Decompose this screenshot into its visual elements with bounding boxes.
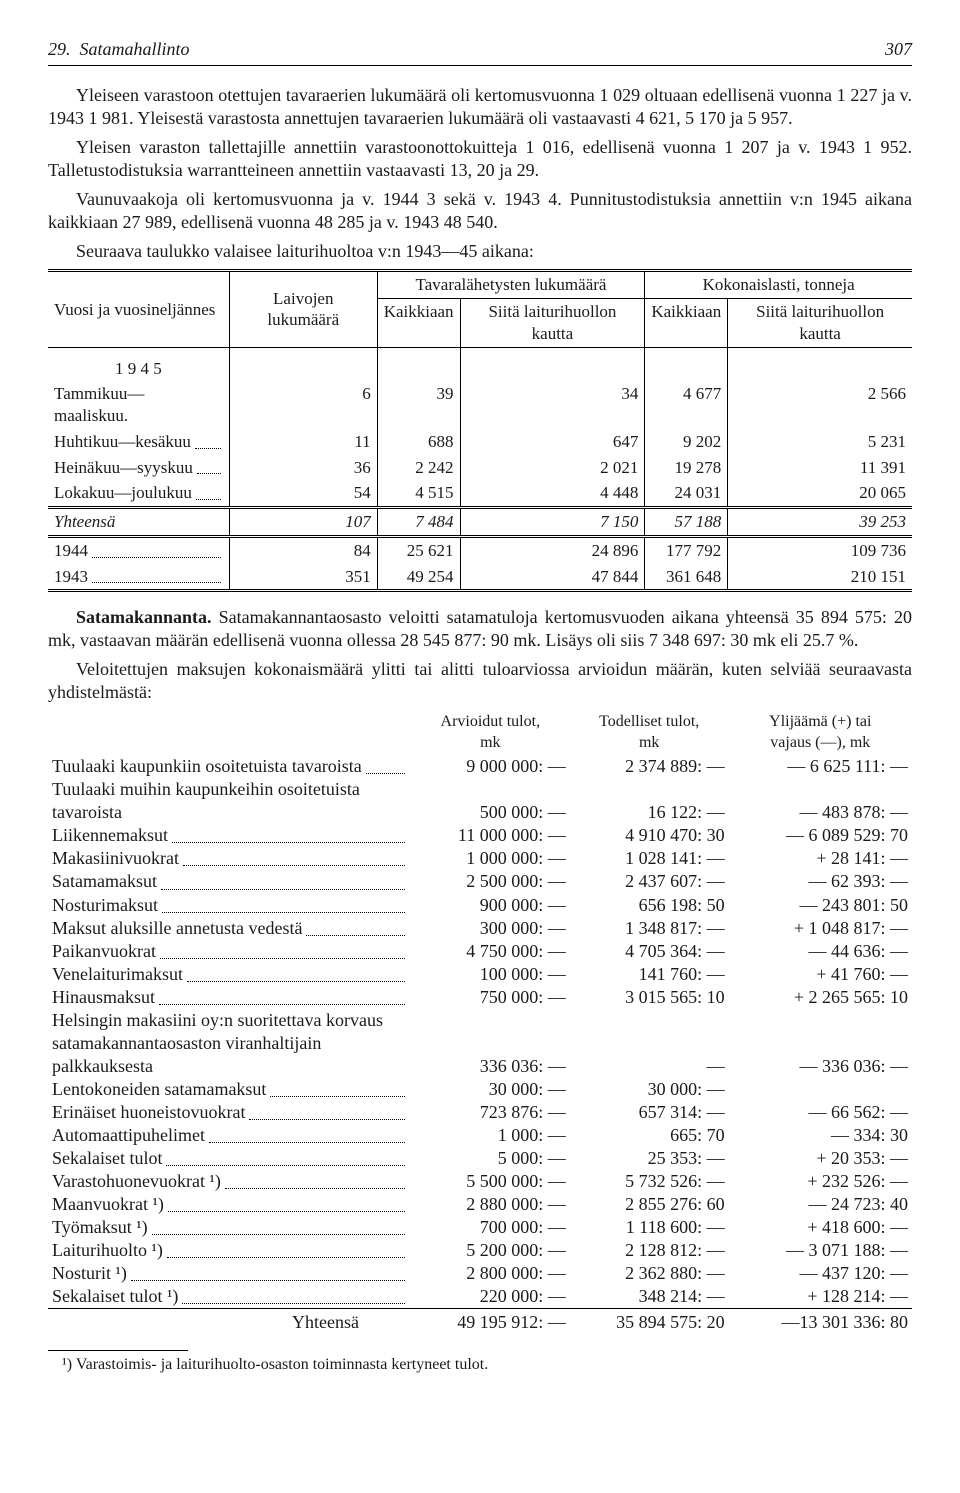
paragraph: Vaunuvaakoja oli kertomusvuonna ja v. 19… — [48, 188, 912, 234]
table-row: Lokakuu—joulukuu544 5154 44824 03120 065 — [48, 480, 912, 507]
col-arvioidut: Arvioidut tulot,mk — [411, 712, 570, 755]
table-row: Laiturihuolto ¹)5 200 000: —2 128 812: —… — [48, 1239, 912, 1262]
tulot-table: Arvioidut tulot,mk Todelliset tulot,mk Y… — [48, 712, 912, 1334]
page-number: 307 — [885, 38, 912, 61]
footnote: ¹) Varastoimis- ja laiturihuolto-osaston… — [48, 1355, 912, 1375]
table-row: Lentokoneiden satamamaksut30 000: —30 00… — [48, 1078, 912, 1101]
col-siita: Siitä laiturihuollon kautta — [460, 299, 645, 348]
table-row: Maksut aluksille annetusta vedestä300 00… — [48, 917, 912, 940]
col-kaikkiaan: Kaikkiaan — [377, 299, 460, 348]
table-row: Tuulaaki kaupunkiin osoitetuista tavaroi… — [48, 755, 912, 778]
laiturihuolto-table: Vuosi ja vuosineljännes Laivojen lukumää… — [48, 269, 912, 592]
page-header: 29. Satamahallinto 307 — [48, 38, 912, 66]
table-row: 19448425 62124 896177 792109 736 — [48, 536, 912, 563]
table-row: Yhteensä1077 4847 15057 18839 253 — [48, 508, 912, 537]
table-row: Helsingin makasiini oy:n suoritettava ko… — [48, 1009, 912, 1078]
table-row: Sekalaiset tulot ¹)220 000: —348 214: —+… — [48, 1285, 912, 1309]
col-kaikkiaan: Kaikkiaan — [645, 299, 728, 348]
table-row: Liikennemaksut11 000 000: —4 910 470: 30… — [48, 824, 912, 847]
paragraph: Satamakannanta. Satamakannantaosasto vel… — [48, 606, 912, 652]
col-laivojen: Laivojen lukumäärä — [229, 271, 377, 347]
col-ylij: Ylijäämä (+) taivajaus (—), mk — [729, 712, 912, 755]
table-row: Maanvuokrat ¹)2 880 000: —2 855 276: 60—… — [48, 1193, 912, 1216]
paragraph: Yleisen varaston tallettajille annettiin… — [48, 136, 912, 182]
table-row: Paikanvuokrat4 750 000: —4 705 364: —— 4… — [48, 940, 912, 963]
total-row: Yhteensä 49 195 912: — 35 894 575: 20 —1… — [48, 1309, 912, 1335]
colgroup-kokonais: Kokonaislasti, tonneja — [645, 271, 912, 299]
table-row: Hinausmaksut750 000: —3 015 565: 10+ 2 2… — [48, 986, 912, 1009]
table-row: Automaattipuhelimet1 000: —665: 70— 334:… — [48, 1124, 912, 1147]
paragraph: Veloitettujen maksujen kokonaismäärä yli… — [48, 658, 912, 704]
table-row: Erinäiset huoneistovuokrat723 876: —657 … — [48, 1101, 912, 1124]
table-row: Venelaiturimaksut100 000: —141 760: —+ 4… — [48, 963, 912, 986]
table-row: Tammikuu—maaliskuu.639344 6772 566 — [48, 381, 912, 429]
table-row: Huhtikuu—kesäkuu116886479 2025 231 — [48, 429, 912, 455]
table-row: Työmaksut ¹)700 000: —1 118 600: —+ 418 … — [48, 1216, 912, 1239]
col-vuosi: Vuosi ja vuosineljännes — [48, 271, 229, 347]
subheading: Satamakannanta. — [76, 607, 212, 627]
table-row: Makasiinivuokrat1 000 000: —1 028 141: —… — [48, 847, 912, 870]
paragraph: Seuraava taulukko valaisee laiturihuolto… — [48, 240, 912, 263]
table-row: Tuulaaki muihin kaupunkeihin osoitetuist… — [48, 778, 912, 824]
col-siita: Siitä laiturihuollon kautta — [728, 299, 912, 348]
table-row: Nosturimaksut900 000: —656 198: 50— 243 … — [48, 894, 912, 917]
table-row: Heinäkuu—syyskuu362 2422 02119 27811 391 — [48, 455, 912, 481]
paragraph: Yleiseen varastoon otettujen tavaraerien… — [48, 84, 912, 130]
colgroup-tavara: Tavaralähetysten lukumäärä — [377, 271, 645, 299]
table-row: Satamamaksut2 500 000: —2 437 607: —— 62… — [48, 870, 912, 893]
table-row: Varastohuonevuokrat ¹)5 500 000: —5 732 … — [48, 1170, 912, 1193]
col-todelliset: Todelliset tulot,mk — [570, 712, 729, 755]
table-row: Sekalaiset tulot5 000: —25 353: —+ 20 35… — [48, 1147, 912, 1170]
header-chapter: 29. Satamahallinto — [48, 38, 190, 61]
table-row: Nosturit ¹)2 800 000: —2 362 880: —— 437… — [48, 1262, 912, 1285]
footnote-rule — [48, 1350, 188, 1351]
table-row: 194335149 25447 844361 648210 151 — [48, 564, 912, 591]
table-row: 1 9 4 5 — [48, 347, 912, 381]
